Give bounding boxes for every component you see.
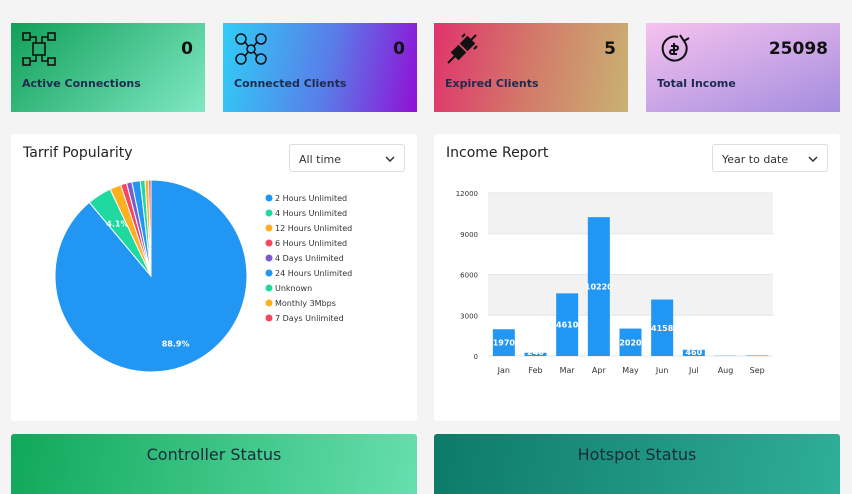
- legend-label: 2 Hours Unlimited: [275, 194, 347, 203]
- grid-band: [488, 193, 773, 234]
- bar-label: 40: [752, 348, 764, 357]
- slice-label: 88.9%: [162, 340, 190, 349]
- card[interactable]: 0 Connected Clients: [223, 23, 417, 112]
- legend-label: 7 Days Unlimited: [275, 314, 344, 323]
- x-tick-label: Apr: [592, 366, 607, 375]
- legend-swatch: [265, 239, 273, 247]
- x-tick-label: May: [622, 366, 639, 375]
- bar-label: 10220: [585, 283, 613, 292]
- legend-label: Monthly 3Mbps: [275, 299, 336, 308]
- icon: [661, 34, 690, 62]
- panel-title: Tarrif Popularity: [23, 145, 133, 161]
- icon: [447, 33, 478, 64]
- card-label: Active Connections: [22, 77, 141, 90]
- legend-label: Unknown: [275, 284, 312, 293]
- bar: [651, 299, 674, 356]
- y-tick-label: 0: [474, 353, 478, 361]
- legend-label: 12 Hours Unlimited: [275, 224, 352, 233]
- pie-chart: 88.9% 4.1% 2 Hours Unlimited 4 Hours Unlimi…: [54, 179, 352, 373]
- bar-chart: 0 3000 6000 9000 12000 1970 Jan 240 Feb 4610 Mar 10…: [456, 190, 773, 375]
- status-panel: Controller Status: [11, 434, 417, 494]
- chevron: [385, 156, 395, 162]
- legend-swatch: [265, 299, 273, 307]
- bar: [556, 293, 579, 356]
- bar: [524, 352, 547, 356]
- dropdown-value: All time: [299, 153, 341, 166]
- legend-swatch: [265, 314, 273, 322]
- legend-label: 4 Hours Unlimited: [275, 209, 347, 218]
- legend-swatch: [265, 254, 273, 262]
- bar-label: 4610: [556, 321, 579, 330]
- legend-label: 24 Hours Unlimited: [275, 269, 352, 278]
- slice-label: 4.1%: [106, 219, 128, 228]
- dropdown[interactable]: All time: [289, 144, 405, 172]
- card-value: 5: [604, 39, 616, 59]
- bar: [682, 349, 705, 356]
- status-title: Controller Status: [146, 445, 282, 464]
- legend-swatch: [265, 269, 273, 277]
- x-tick-label: Jul: [688, 366, 699, 375]
- bar-label: 4158: [651, 324, 674, 333]
- y-tick-label: 6000: [460, 272, 478, 280]
- legend-label: 4 Days Unlimited: [275, 254, 344, 263]
- x-tick-label: Feb: [528, 366, 542, 375]
- legend-swatch: [265, 284, 273, 292]
- dropdown-value: Year to date: [722, 153, 789, 166]
- bar: [492, 329, 515, 356]
- chevron: [808, 156, 818, 162]
- card-value: 0: [181, 39, 193, 59]
- status-panel: Hotspot Status: [434, 434, 840, 494]
- bar-label: 240: [527, 348, 544, 357]
- card[interactable]: 0 Active Connections: [11, 23, 205, 112]
- y-tick-label: 3000: [460, 312, 478, 320]
- dropdown[interactable]: Year to date: [712, 144, 828, 172]
- bar-label: 460: [685, 348, 702, 357]
- card[interactable]: 25098 Total Income: [646, 23, 840, 112]
- card-value: 0: [393, 39, 405, 59]
- card-label: Expired Clients: [445, 77, 539, 90]
- x-tick-label: Aug: [718, 366, 734, 375]
- icon: [22, 32, 56, 66]
- grid-band: [488, 274, 773, 316]
- legend-swatch: [265, 194, 273, 202]
- panel: 88.9% 4.1% 2 Hours Unlimited 4 Hours Unlimi…: [11, 134, 417, 421]
- bar-label: 20: [720, 348, 732, 357]
- icon: [235, 33, 267, 65]
- panel-title: Income Report: [446, 145, 549, 161]
- card-label: Total Income: [657, 77, 736, 90]
- legend-swatch: [265, 209, 273, 217]
- x-tick-label: Sep: [750, 366, 765, 375]
- bar-label: 1970: [493, 339, 516, 348]
- card[interactable]: 5 Expired Clients: [434, 23, 628, 112]
- pie-slice: [148, 179, 152, 277]
- status-title: Hotspot Status: [577, 445, 697, 464]
- legend-swatch: [265, 224, 273, 232]
- card-label: Connected Clients: [234, 77, 347, 90]
- x-tick-label: Jan: [497, 366, 510, 375]
- y-tick-label: 9000: [460, 231, 478, 239]
- bar: [587, 217, 610, 356]
- card-value: 25098: [768, 39, 828, 59]
- panel: 0 3000 6000 9000 12000 1970 Jan 240 Feb 4610 Mar 10…: [434, 134, 840, 421]
- legend-label: 6 Hours Unlimited: [275, 239, 347, 248]
- bar: [619, 328, 642, 356]
- bar-label: 2020: [619, 338, 642, 347]
- x-tick-label: Jun: [655, 366, 669, 375]
- y-tick-label: 12000: [456, 190, 478, 198]
- bar: [746, 355, 769, 356]
- x-tick-label: Mar: [560, 366, 576, 375]
